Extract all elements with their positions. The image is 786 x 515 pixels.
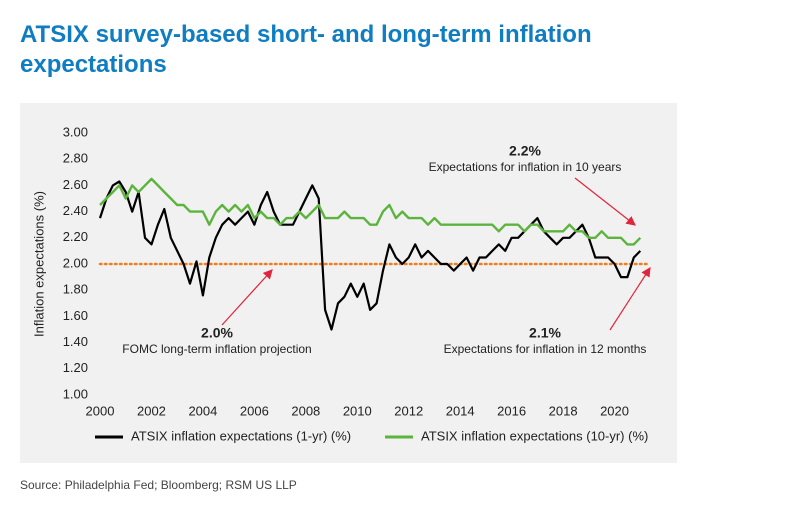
chart-background [20,103,677,463]
annotation-value: 2.2% [509,143,541,159]
arrow [609,266,651,331]
y-tick-label: 2.20 [63,229,88,244]
x-tick-label: 2016 [497,403,526,418]
chart: Inflation expectations (%) 1.00 1.20 1.40 1… [20,103,677,463]
annotation-text: Expectations for inflation in 10 years [429,160,622,174]
y-tick-label: 1.60 [63,308,88,323]
y-tick-label: 3.00 [63,124,88,139]
x-tick-label: 2018 [549,403,578,418]
annotation-value: 2.1% [529,325,561,341]
series-line [98,180,642,331]
legend-label: ATSIX inflation expectations (10-yr) (%) [421,428,648,443]
y-tick-label: 1.40 [63,334,88,349]
x-tick-label: 2010 [343,403,372,418]
annotation-text: Expectations for inflation in 12 months [444,342,647,356]
y-tick-label: 1.00 [63,386,88,401]
x-tick-label: 2014 [446,403,475,418]
x-tick-label: 2006 [240,403,269,418]
x-tick-label: 2004 [188,403,217,418]
y-tick-label: 2.80 [63,151,88,166]
annotation-text: FOMC long-term inflation projection [122,342,311,356]
series-line [99,177,642,246]
legend-label: ATSIX inflation expectations (1-yr) (%) [131,428,351,443]
x-tick-label: 2002 [137,403,166,418]
x-tick-label: 2012 [394,403,423,418]
arrow [574,177,636,226]
y-tick-label: 1.80 [63,282,88,297]
y-tick-label: 2.40 [63,203,88,218]
x-tick-label: 2020 [600,403,629,418]
source-note: Source: Philadelphia Fed; Bloomberg; RSM… [20,478,297,492]
y-tick-label: 1.20 [63,360,88,375]
y-axis-label: Inflation expectations (%) [31,191,46,337]
x-tick-label: 2000 [86,403,115,418]
x-tick-label: 2008 [291,403,320,418]
arrow [221,269,273,326]
y-tick-label: 2.60 [63,177,88,192]
annotation-value: 2.0% [201,325,233,341]
chart-title: ATSIX survey-based short- and long-term … [20,21,592,78]
y-tick-label: 2.00 [63,255,88,270]
